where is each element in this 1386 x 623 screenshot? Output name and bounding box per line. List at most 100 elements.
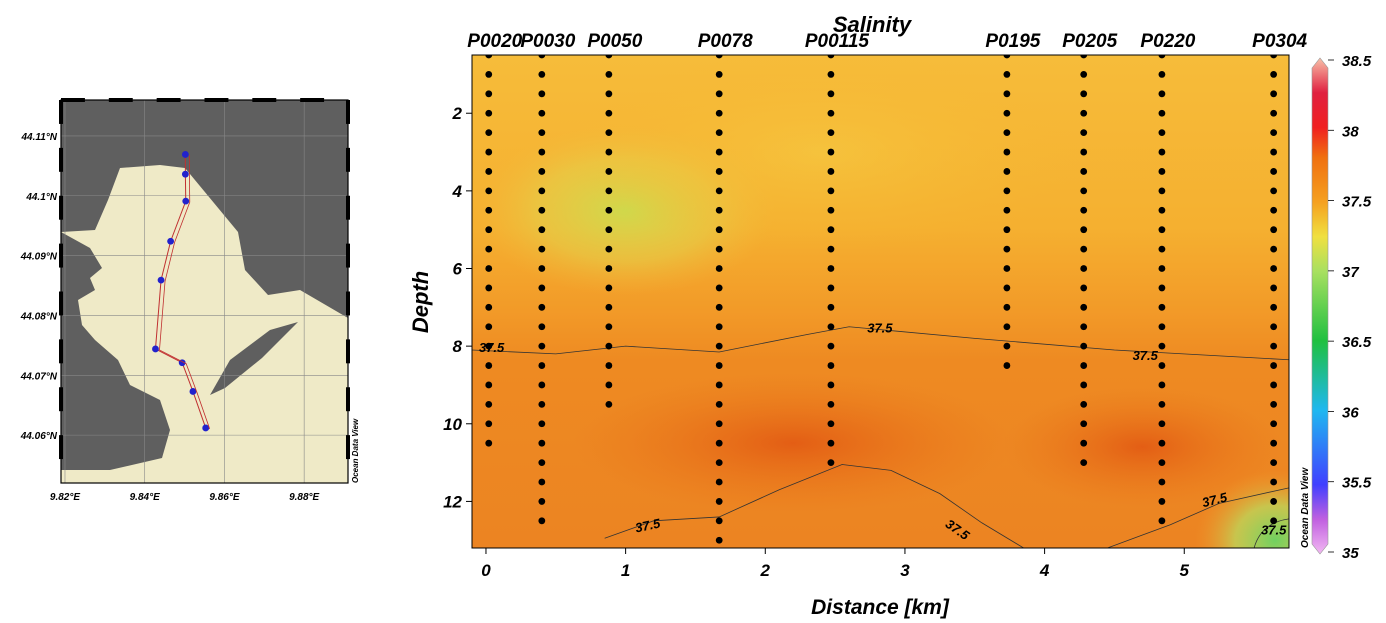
y-axis-label: Depth	[408, 271, 433, 333]
y-tick-label: 12	[443, 492, 462, 511]
cast-dot	[1158, 362, 1166, 369]
cast-dot	[1003, 148, 1011, 156]
cast-dot	[538, 55, 546, 59]
cast-dot	[1270, 55, 1278, 59]
salinity-blob	[573, 373, 1014, 514]
cast-dot	[1158, 55, 1166, 59]
cast-dot	[605, 129, 613, 137]
cast-dot	[827, 168, 835, 175]
cast-dot	[1158, 400, 1166, 408]
cast-dot	[538, 226, 546, 234]
plot-frame	[471, 54, 1290, 549]
cast-dot	[1080, 284, 1088, 292]
cast-dot	[1158, 226, 1166, 234]
cast-dot	[1003, 187, 1011, 195]
cast-dot	[827, 71, 835, 78]
colorbar-tick-label: 38	[1342, 123, 1359, 140]
cast-dot	[485, 206, 493, 214]
cast-dot	[1158, 420, 1166, 428]
map-lon-ticks: 9.82°E 9.84°E 9.86°E 9.88°E	[50, 492, 320, 503]
cast-dot	[1270, 498, 1278, 505]
cast-dot	[485, 400, 493, 408]
cast-dot	[1080, 362, 1088, 369]
cast-dot	[1003, 303, 1011, 311]
x-tick-label: 5	[1180, 561, 1190, 580]
cast-dot	[1270, 168, 1278, 175]
cast-dot	[538, 381, 546, 389]
cast-dot	[538, 90, 546, 98]
map-frame-dashes	[59, 98, 350, 460]
cast-dot	[538, 109, 546, 117]
cast-dot	[827, 226, 835, 234]
colorbar-tick-label: 38.5	[1342, 53, 1372, 70]
map-frame-dash	[59, 435, 63, 460]
cast-dot	[485, 362, 493, 369]
cast-dot	[1080, 265, 1088, 272]
colorbar-ramp	[1311, 57, 1329, 555]
cast-dot	[1270, 400, 1278, 408]
cast-dot	[1003, 90, 1011, 98]
cast-dot	[605, 303, 613, 311]
cast-dot	[538, 265, 546, 272]
map-land-peninsula	[210, 322, 298, 395]
map-station-dot	[182, 197, 190, 205]
station-label: P0050	[587, 31, 642, 52]
map-frame-dash	[346, 339, 350, 364]
cast-dot	[1270, 517, 1278, 525]
map-stations	[152, 151, 210, 432]
contour-label: 37.5	[479, 340, 505, 355]
cast-dot	[605, 168, 613, 175]
cast-dot	[1080, 90, 1088, 98]
cast-dot	[485, 168, 493, 175]
cast-dot	[1003, 55, 1011, 59]
y-tick-label: 2	[452, 104, 463, 123]
station-label: P0078	[698, 31, 753, 52]
cast-dot	[485, 342, 493, 350]
cast-dot	[538, 420, 546, 428]
map-station-dot	[157, 276, 165, 284]
cast-dot	[1270, 109, 1278, 117]
cast-dot	[715, 517, 723, 525]
chart-title: Salinity	[833, 12, 913, 37]
map-frame-dash	[156, 98, 181, 102]
cast-dot	[1080, 71, 1088, 78]
x-tick-label: 2	[760, 561, 771, 580]
cast-dot	[1003, 342, 1011, 350]
map-frame-dash	[59, 195, 63, 220]
cast-dot	[538, 284, 546, 292]
cast-dot	[538, 187, 546, 195]
cast-dot	[1270, 265, 1278, 272]
cast-dot	[1080, 323, 1088, 331]
cast-dot	[1080, 226, 1088, 234]
cast-dot	[485, 55, 493, 59]
cast-dot	[1158, 71, 1166, 78]
salinity-blob	[561, 55, 1082, 253]
cast-dot	[1270, 245, 1278, 253]
cast-dot	[605, 400, 613, 408]
map-frame-dash	[59, 100, 63, 124]
x-tick-label: 4	[1039, 561, 1050, 580]
cast-dot	[1080, 439, 1088, 447]
map-frame-dash	[346, 291, 350, 316]
cast-dot	[538, 303, 546, 311]
cast-dot	[605, 71, 613, 78]
cast-dot	[827, 381, 835, 389]
cast-dot	[715, 459, 723, 466]
colorbar: 38.5 38 37.5 37 36.5 36 35.5 35	[1311, 53, 1372, 562]
cast-dot	[1158, 478, 1166, 486]
map-lon-tick-label: 9.86°E	[209, 492, 239, 503]
cast-dot	[1080, 206, 1088, 214]
cast-dot	[605, 55, 613, 59]
cast-dot	[1158, 517, 1166, 525]
cast-dot	[605, 90, 613, 98]
cast-dot	[1158, 439, 1166, 447]
cast-dot	[1270, 381, 1278, 389]
cast-dot	[1270, 459, 1278, 466]
y-axis: 2 4 6 8 10 12	[443, 104, 472, 511]
cast-dot	[1080, 55, 1088, 59]
colorbar-tick-label: 36.5	[1342, 334, 1372, 351]
cast-dot	[605, 109, 613, 117]
cast-dot	[1080, 187, 1088, 195]
cast-dot	[1080, 459, 1088, 466]
